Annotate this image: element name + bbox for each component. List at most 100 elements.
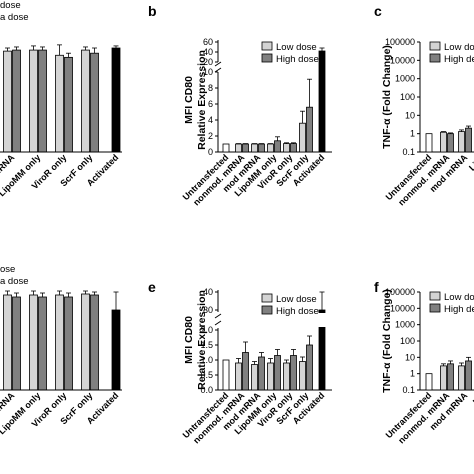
e-bar-0-2 <box>222 359 230 391</box>
f-y-tick-label: 1000 <box>395 320 415 330</box>
b-y-tick-label: 40 <box>203 47 213 57</box>
a-bar-1-1 <box>38 49 47 153</box>
e-y-axis-title: MFI CD80 <box>183 316 195 364</box>
e-bar-3-1 <box>274 355 281 391</box>
b-bar-1-0 <box>235 143 242 153</box>
c-legend-label-low: Low dose <box>444 42 474 53</box>
c-bar-1-0 <box>440 131 447 153</box>
b-bar-3-1 <box>274 140 281 153</box>
e-y-tick-label: 2.0 <box>200 325 213 335</box>
f-y-tick-label: 0.1 <box>402 385 415 395</box>
b-y-tick-label: 6 <box>208 99 213 109</box>
b-bar-1-1 <box>242 143 249 153</box>
a-bar-2-0 <box>55 54 64 153</box>
f-bar-1-1 <box>447 363 454 391</box>
e-legend-swatch-high <box>261 305 273 315</box>
b-y-tick-label: 8 <box>208 83 213 93</box>
f-bar-2-0 <box>458 365 465 391</box>
a-bar-0-1 <box>12 49 21 153</box>
f-y-tick-label: 10000 <box>390 303 415 313</box>
e-bar-5-1 <box>306 344 313 391</box>
c-y-tick-label: 100 <box>400 92 415 102</box>
b-legend-label-high: High dose <box>276 54 319 65</box>
f-y-tick-label: 1 <box>410 369 415 379</box>
e-y-tick-label: 0.0 <box>200 385 213 395</box>
f-bar-1-0 <box>440 365 447 391</box>
e-bar-3-0 <box>267 362 274 391</box>
b-bar-5-1 <box>306 106 313 153</box>
d-legend-label-low: ose <box>0 264 15 275</box>
a-bar-2-1 <box>64 56 73 153</box>
f-category-label: Lip <box>471 390 474 407</box>
e-panel-label: e <box>148 279 156 295</box>
c-y-tick-label: 10000 <box>390 55 415 65</box>
d-bar-1-0 <box>29 294 38 391</box>
b-bar-6-2 <box>318 50 326 153</box>
e-y-tick-label: 30 <box>203 305 213 315</box>
f-bar-2-1 <box>465 360 472 391</box>
f-y-axis-title: TNF-α (Fold Change) <box>381 289 393 393</box>
e-activated-break-gap <box>318 313 326 327</box>
a-legend-label-low: dose <box>0 0 21 11</box>
e-bar-5-0 <box>299 361 306 391</box>
f-legend-swatch-low <box>429 291 441 301</box>
c-bar-2-0 <box>458 131 465 153</box>
a-legend-label-high: a dose <box>0 12 29 23</box>
b-y-tick-label: 0 <box>208 147 213 157</box>
f-y-tick-label: 10 <box>405 352 415 362</box>
c-y-axis-title: TNF-α (Fold Change) <box>381 45 393 149</box>
e-legend-swatch-low <box>261 293 273 303</box>
b-y-tick-label: 20 <box>203 57 213 67</box>
b-bar-4-0 <box>283 143 290 153</box>
d-bar-1-1 <box>38 296 47 391</box>
d-bar-4-1 <box>111 309 121 391</box>
f-legend-swatch-high <box>429 303 441 313</box>
c-y-tick-label: 1 <box>410 129 415 139</box>
f-bar-0-2 <box>425 373 433 391</box>
c-legend-label-high: High de <box>444 54 474 65</box>
c-bar-2-1 <box>465 127 472 153</box>
e-y-tick-label: 40 <box>203 287 213 297</box>
b-bar-3-0 <box>267 143 274 153</box>
e-y-tick-label: 1.5 <box>200 340 213 350</box>
b-axis-break-mark <box>214 67 222 73</box>
a-bar-3-1 <box>90 52 99 153</box>
d-legend-label-high: a dose <box>0 276 29 287</box>
e-bar-1-1 <box>242 352 249 391</box>
f-y-tick-label: 100 <box>400 336 415 346</box>
b-bar-4-1 <box>290 143 297 153</box>
b-panel-label: b <box>148 3 157 19</box>
b-bar-5-0 <box>299 122 306 153</box>
c-legend-swatch-high <box>429 53 441 63</box>
c-y-tick-label: 10 <box>405 110 415 120</box>
e-axis-break-mark <box>214 313 222 319</box>
b-legend-swatch-high <box>261 53 273 63</box>
f-y-tick-label: 100000 <box>385 287 415 297</box>
f-legend-label-high: High de <box>444 304 474 315</box>
a-bar-1-0 <box>29 49 38 153</box>
e-bar-1-0 <box>235 362 242 391</box>
e-axis-break-mark <box>214 320 222 326</box>
c-bar-0-2 <box>425 133 433 153</box>
b-y-tick-label: 60 <box>203 37 213 47</box>
e-y-axis-subtitle: Relative Expression <box>196 290 208 390</box>
c-legend-swatch-low <box>429 41 441 51</box>
b-y-tick-label: 2 <box>208 131 213 141</box>
b-legend-label-low: Low dose <box>276 42 317 53</box>
e-bar-2-1 <box>258 356 265 391</box>
e-y-tick-label: 1.0 <box>200 355 213 365</box>
a-bar-3-0 <box>81 49 90 153</box>
a-bar-4-1 <box>111 47 121 153</box>
c-y-tick-label: 0.1 <box>402 147 415 157</box>
c-bar-1-1 <box>447 133 454 153</box>
c-panel-label: c <box>374 3 382 19</box>
e-y-tick-label: 0.5 <box>200 370 213 380</box>
c-category-label: Lipo <box>467 152 474 173</box>
d-bar-2-0 <box>55 294 64 391</box>
c-y-tick-label: 100000 <box>385 37 415 47</box>
e-bar-4-1 <box>290 355 297 391</box>
d-bar-3-0 <box>81 293 90 391</box>
d-bar-0-1 <box>12 296 21 391</box>
b-y-axis-subtitle: Relative Expression <box>196 50 208 150</box>
